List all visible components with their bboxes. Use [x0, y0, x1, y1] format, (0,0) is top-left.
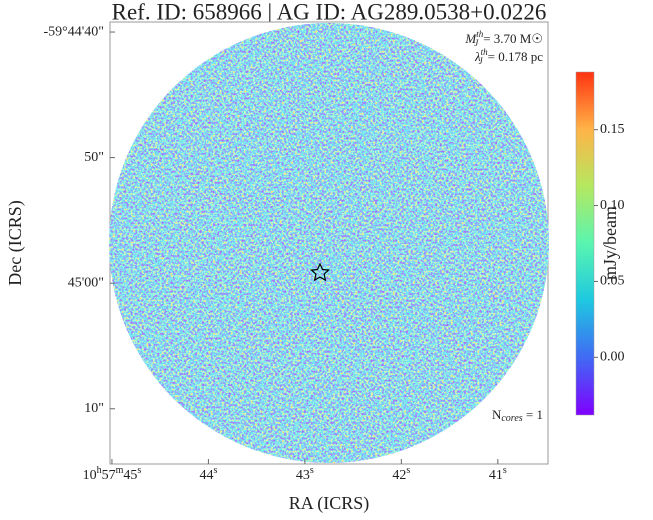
- annotation-symbol: λ: [474, 49, 481, 64]
- colorbar-tick-label: 0.05: [600, 274, 625, 289]
- cores-sub: cores: [501, 413, 522, 424]
- x-tick-label: 44s: [199, 465, 217, 483]
- y-tick-label: 45'00": [68, 275, 104, 290]
- annotation-sup: th: [481, 47, 489, 57]
- annotation-symbol: M: [464, 31, 477, 46]
- emission-map: [109, 23, 549, 463]
- cores-symbol: N: [492, 407, 502, 422]
- colorbar-tick-label: 0.00: [600, 350, 625, 365]
- y-axis-label: Dec (ICRS): [5, 200, 26, 285]
- cores-text: = 1: [523, 407, 543, 422]
- cores-annotation: Ncores = 1: [492, 407, 543, 424]
- source-marker: [309, 262, 331, 282]
- colorbar-tick-label: 0.15: [600, 122, 625, 137]
- y-tick-label: 50": [84, 150, 104, 165]
- annotation: Mth J = 3.70 M☉: [464, 29, 543, 48]
- x-axis-label: RA (ICRS): [289, 493, 370, 514]
- colorbar-label: mJy/beam: [600, 206, 620, 280]
- annotation-sub: J: [474, 38, 479, 48]
- colorbar: [575, 71, 595, 416]
- y-tick-label: 10": [84, 401, 104, 416]
- x-tick-label: 43s: [296, 465, 314, 483]
- colorbar-tick-label: 0.10: [600, 198, 625, 213]
- chart-title: Ref. ID: 658966 | AG ID: AG289.0538+0.02…: [112, 0, 547, 24]
- annotation-sup: th: [476, 29, 484, 39]
- annotation: λth J = 0.178 pc: [474, 47, 543, 66]
- annotation-text: = 0.178 pc: [488, 49, 544, 64]
- x-tick-label: 10h57m45s: [83, 465, 142, 483]
- image: [109, 23, 549, 463]
- x-tick-label: 41s: [489, 465, 507, 483]
- annotation-text: = 3.70 M☉: [483, 31, 543, 46]
- y-tick-label: -59°44'40": [44, 24, 105, 39]
- annotation-sub: J: [479, 56, 484, 66]
- x-tick-label: 42s: [392, 465, 410, 483]
